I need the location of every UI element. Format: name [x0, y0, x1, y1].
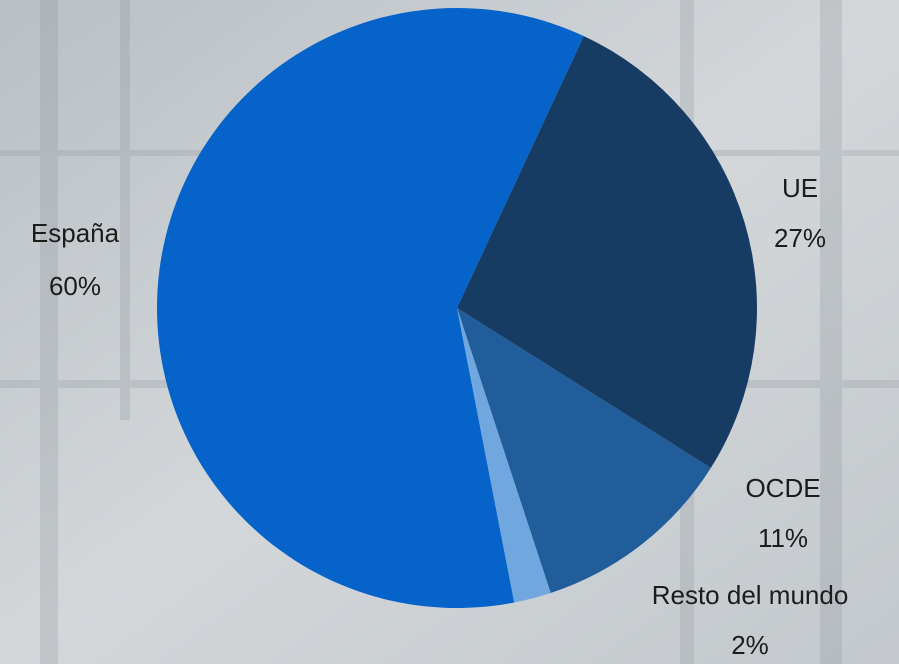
page: España60%UE27%OCDE11%Resto del mundo2% (…	[0, 0, 899, 664]
slice-value-label: 60%	[49, 271, 101, 301]
slice-value-label: 11%	[758, 523, 808, 553]
pie	[157, 8, 757, 608]
slice-value-label: 2%	[731, 630, 769, 660]
slice-category-label: España	[31, 218, 120, 248]
slice-value-label: 27%	[774, 223, 826, 253]
chart: España 60% UE 27% OCDE 11% Resto del mundo 2%	[0, 0, 899, 664]
slice-category-label: Resto del mundo	[652, 580, 849, 610]
slice-category-label: OCDE	[745, 473, 820, 503]
slice-category-label: UE	[782, 173, 818, 203]
